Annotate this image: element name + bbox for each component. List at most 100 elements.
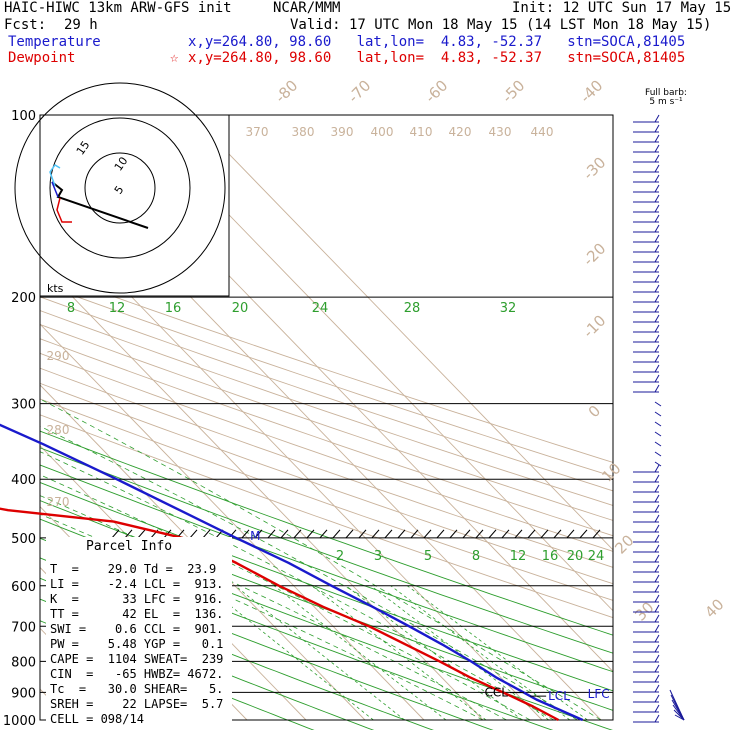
wind-barb [654, 544, 660, 553]
valid-time: Valid: 17 UTC Mon 18 May 15 (14 LST Mon … [290, 17, 712, 33]
wind-barb [654, 524, 660, 533]
wind-barb [654, 244, 660, 253]
dewpoint-trace [0, 507, 560, 722]
isotherm-label: 10 [598, 459, 624, 485]
level-hatch-mark [241, 529, 250, 539]
wind-barb [654, 224, 660, 233]
dry-adiabat-line [40, 382, 613, 585]
wind-barb [654, 604, 660, 613]
level-hatch-mark [540, 529, 549, 539]
wind-barb [654, 274, 660, 283]
isotherm-label: -80 [271, 76, 301, 106]
level-hatch-mark [384, 529, 393, 539]
star-icon: ☆ [170, 50, 179, 66]
wind-barb [654, 114, 660, 123]
mixing-ratio-label: 24 [588, 549, 605, 564]
wind-barb [654, 164, 660, 173]
wind-barb [654, 144, 660, 153]
level-hatch-mark [462, 529, 471, 539]
theta-label: 440 [531, 125, 554, 139]
wind-barb [654, 364, 660, 373]
theta-label: 400 [371, 125, 394, 139]
theta-label: 420 [449, 125, 472, 139]
level-hatch-mark [488, 529, 497, 539]
dry-adiabat-line [40, 447, 613, 654]
parcel-row-t: T = 29.0 Td = 23.9 [50, 562, 217, 576]
level-hatch-mark [345, 529, 354, 539]
adiabat-label: 16 [165, 301, 182, 316]
dry-adiabat-line [40, 398, 613, 601]
isotherm-label: -60 [421, 76, 451, 106]
adiabat-label: 32 [500, 301, 517, 316]
level-hatch-mark [449, 529, 458, 539]
mixing-ratio-label: 12 [510, 549, 527, 564]
isotherm-label: -50 [498, 76, 528, 106]
wind-barb [654, 694, 660, 703]
parcel-row-tt: TT = 42 EL = 136. [50, 607, 224, 621]
level-hatch-mark [111, 529, 120, 539]
model-title: HAIC-HIWC 13km ARW-GFS init [4, 0, 232, 16]
wind-barb [654, 234, 660, 243]
wind-barb [654, 431, 662, 437]
barb-legend-line2: 5 m s⁻¹ [649, 97, 683, 107]
wind-barb [654, 254, 660, 263]
theta-label: 390 [331, 125, 354, 139]
level-hatch-mark [514, 529, 523, 539]
mixing-ratio-label: 16 [542, 549, 559, 564]
pressure-tick-label: 100 [11, 109, 36, 124]
hodograph-trace-cyan [49, 164, 61, 187]
moist-adiabat-line [40, 425, 578, 721]
isotherm-label: -70 [344, 76, 374, 106]
wind-barb [654, 421, 662, 427]
ccl-marker-label: CCL [484, 686, 508, 700]
barb-legend-line1: Full barb: [645, 88, 687, 98]
isotherm-line [190, 115, 613, 551]
parcel-row-li: LI = -2.4 LCL = 913. [50, 577, 224, 591]
level-hatch-mark [592, 529, 601, 539]
temperature-location: x,y=264.80, 98.60 lat,lon= 4.83, -52.37 … [188, 34, 686, 50]
wind-barb [654, 594, 660, 603]
theta-label: 290 [47, 349, 70, 363]
level-hatch-mark [358, 529, 367, 539]
mixing-ratio-label: 5 [424, 549, 432, 564]
dry-adiabat-line [40, 324, 613, 521]
wind-barb [654, 284, 660, 293]
hodograph-trace-red [56, 197, 72, 223]
wind-barb [654, 154, 660, 163]
mixing-ratio-label: 20 [567, 549, 584, 564]
dry-adiabat-line [40, 598, 375, 730]
temperature-trace [0, 423, 584, 722]
pressure-tick-label: 700 [11, 620, 36, 635]
wind-barb [654, 504, 660, 513]
theta-label: 430 [489, 125, 512, 139]
wind-barb [654, 411, 662, 417]
wind-barb [654, 344, 660, 353]
isotherm-line [40, 323, 425, 721]
lcl-marker-label: LCL [548, 689, 570, 703]
dewpoint-location: x,y=264.80, 98.60 lat,lon= 4.83, -52.37 … [188, 50, 686, 66]
level-hatch-mark [319, 529, 328, 539]
wind-barb [654, 184, 660, 193]
fcst-value: 29 h [64, 17, 98, 33]
wind-barb [654, 461, 662, 467]
wind-barb [654, 294, 660, 303]
level-hatch-mark [267, 529, 276, 539]
wind-barb [654, 554, 660, 563]
dry-adiabat-line [40, 283, 613, 477]
level-hatch-mark [293, 529, 302, 539]
level-hatch-mark [436, 529, 445, 539]
wind-barb [654, 664, 660, 673]
level-hatch-mark [202, 529, 211, 539]
theta-label: 410 [410, 125, 433, 139]
level-hatch-mark [579, 529, 588, 539]
wind-barb [654, 374, 660, 383]
init-time: Init: 12 UTC Sun 17 May 15 [512, 0, 732, 16]
level-hatch-mark [501, 529, 510, 539]
theta-label: 270 [47, 495, 70, 509]
wind-barb [654, 304, 660, 313]
m-marker-label: M [250, 529, 260, 543]
wind-barb [654, 474, 660, 483]
wind-barb [654, 264, 660, 273]
theta-label: 380 [292, 125, 315, 139]
wind-barb [654, 674, 660, 683]
